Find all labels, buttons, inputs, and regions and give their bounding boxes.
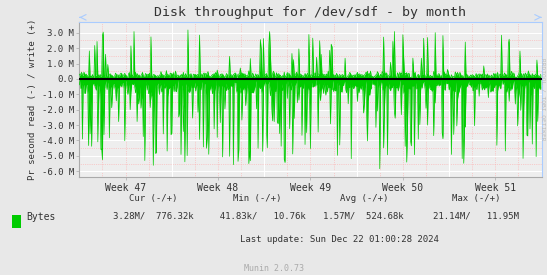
Text: 3.28M/  776.32k: 3.28M/ 776.32k (113, 211, 194, 220)
Text: Bytes: Bytes (26, 212, 56, 222)
Text: Avg (-/+): Avg (-/+) (340, 194, 388, 203)
Text: RRDTOOL / TOBI OETIKER: RRDTOOL / TOBI OETIKER (541, 58, 546, 140)
Text: 21.14M/   11.95M: 21.14M/ 11.95M (433, 211, 519, 220)
Text: 41.83k/   10.76k: 41.83k/ 10.76k (209, 211, 305, 220)
Y-axis label: Pr second read (-) / write (+): Pr second read (-) / write (+) (28, 19, 37, 180)
Text: Min (-/+): Min (-/+) (233, 194, 281, 203)
Text: Max (-/+): Max (-/+) (452, 194, 500, 203)
Text: Last update: Sun Dec 22 01:00:28 2024: Last update: Sun Dec 22 01:00:28 2024 (240, 235, 439, 244)
Text: 1.57M/  524.68k: 1.57M/ 524.68k (323, 211, 404, 220)
Text: Munin 2.0.73: Munin 2.0.73 (243, 264, 304, 273)
Text: Cur (-/+): Cur (-/+) (129, 194, 177, 203)
Title: Disk throughput for /dev/sdf - by month: Disk throughput for /dev/sdf - by month (154, 6, 467, 20)
